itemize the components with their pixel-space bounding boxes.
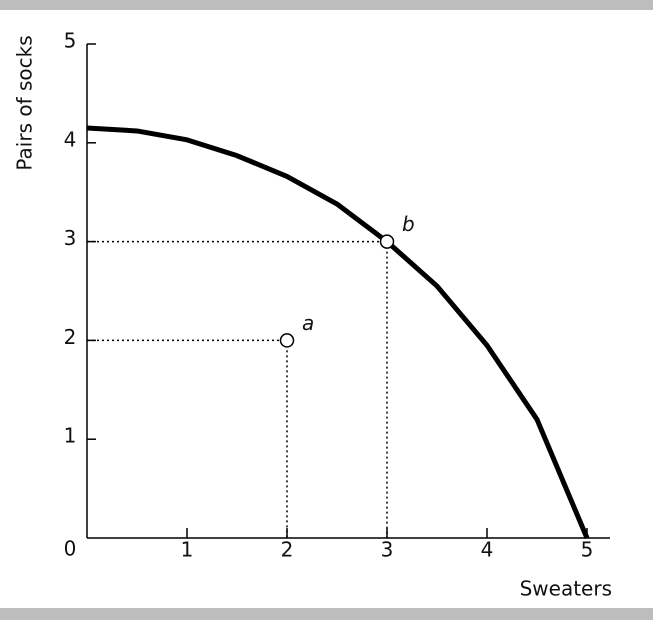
top-band: [0, 0, 653, 10]
y-tick-label: 1: [64, 424, 77, 448]
y-axis-label: Pairs of socks: [13, 35, 37, 170]
y-tick-label: 3: [64, 226, 77, 250]
x-tick-label: 3: [381, 538, 394, 562]
point: [379, 234, 395, 249]
ppf-curve: [86, 125, 590, 539]
x-tick-label: 4: [481, 538, 494, 562]
point: [279, 333, 295, 348]
x-tick-label: 1: [181, 538, 194, 562]
y-tick-label: 5: [64, 29, 77, 53]
point-label: b: [402, 212, 415, 236]
x-tick-label: 5: [581, 538, 594, 562]
y-tick-label: 2: [64, 325, 77, 349]
y-tick-label: 4: [64, 127, 77, 151]
x-axis-label: Sweaters: [520, 577, 612, 601]
point-label: a: [302, 311, 314, 335]
bottom-band: [0, 608, 653, 620]
x-tick-label: 2: [281, 538, 294, 562]
x-tick-label: 0: [64, 537, 77, 561]
